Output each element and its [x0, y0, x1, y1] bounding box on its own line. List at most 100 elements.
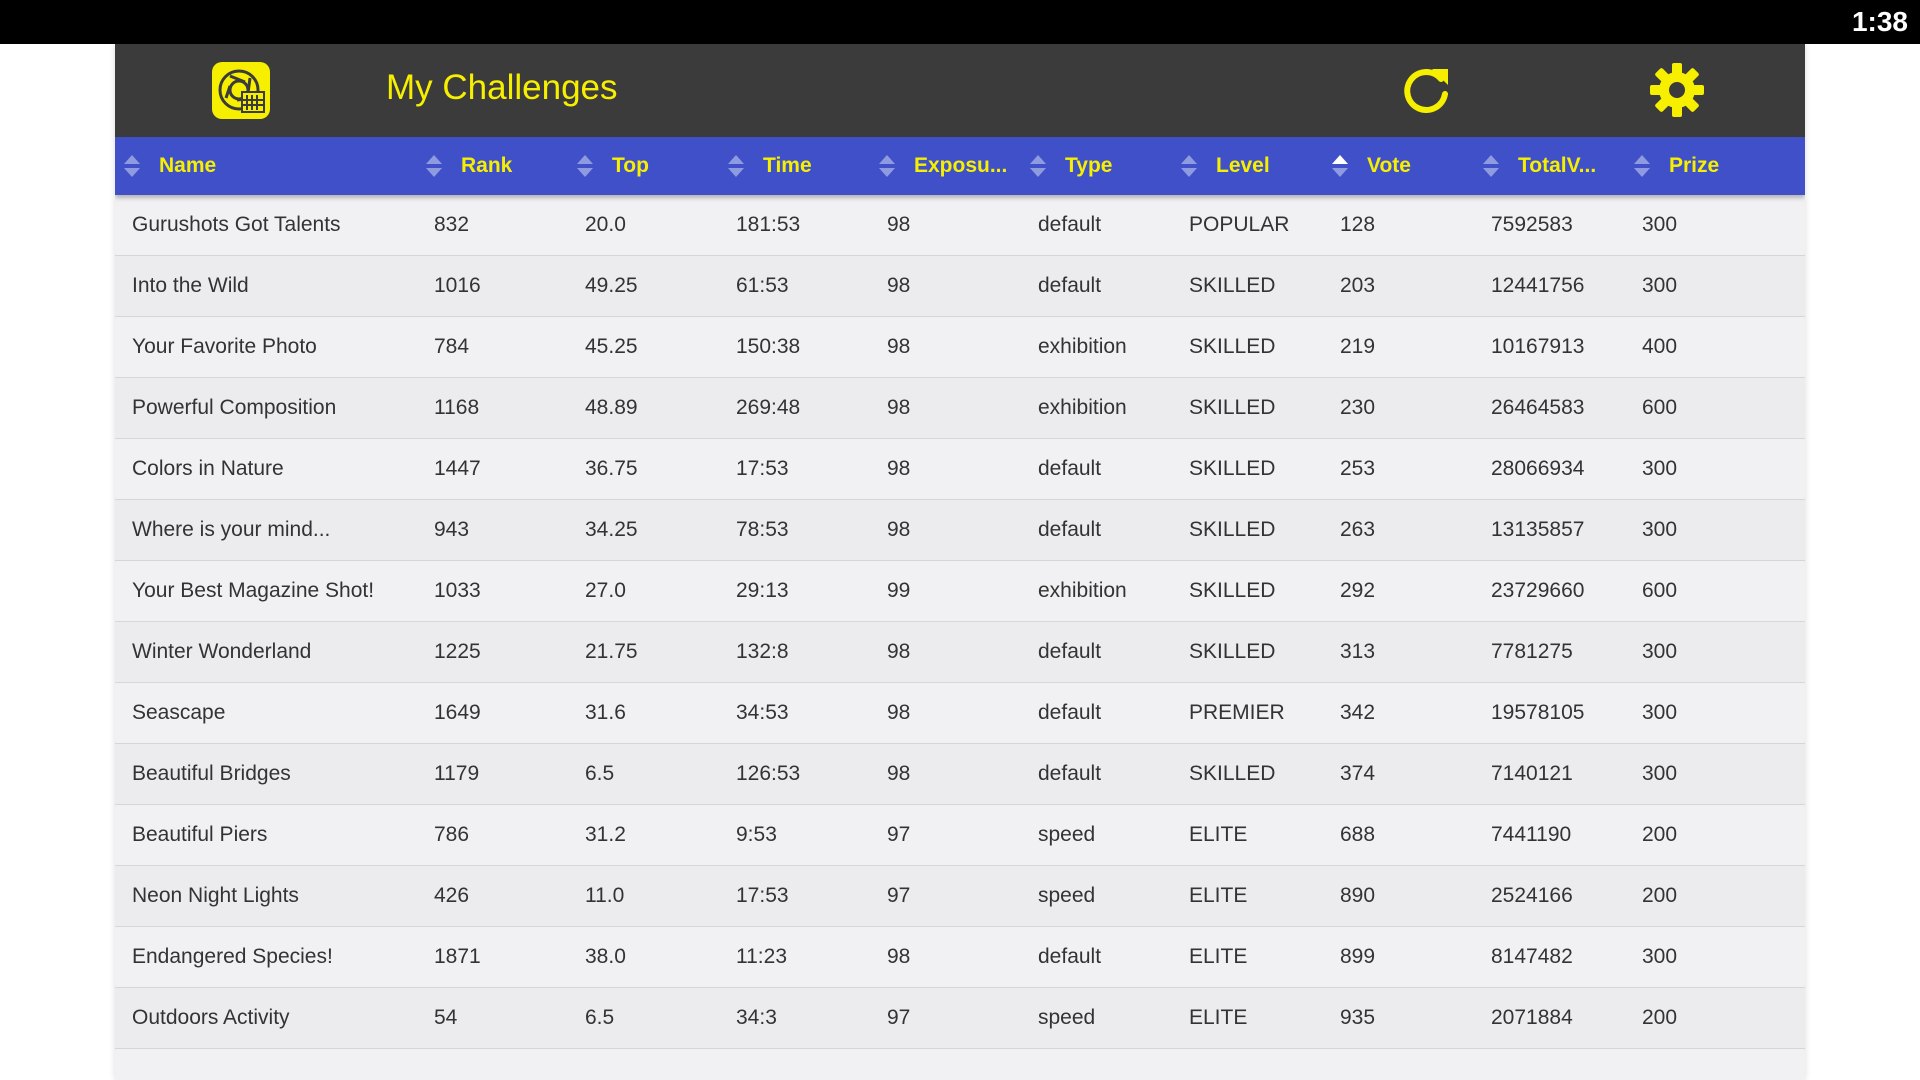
cell-exposure: 98 — [887, 701, 911, 724]
column-header-prize[interactable]: Prize — [1625, 137, 1776, 195]
cell-time: 61:53 — [736, 274, 789, 297]
cell-vote: 203 — [1340, 274, 1376, 297]
cell-rank: 1871 — [434, 945, 481, 968]
sort-arrows-icon — [576, 154, 594, 178]
cell-time: 29:13 — [736, 579, 789, 602]
sort-arrows-icon — [1029, 154, 1047, 178]
table-row[interactable]: Beautiful Bridges 1179 6.5 126:53 98 default S… — [115, 744, 1805, 805]
cell-total-votes: 2071884 — [1491, 1006, 1573, 1029]
cell-top: 31.6 — [585, 701, 626, 724]
table-row[interactable]: Winter Wonderland 1225 21.75 132:8 98 default… — [115, 622, 1805, 683]
table-row[interactable]: Beautiful Piers 786 31.2 9:53 97 speed ELITE 68… — [115, 805, 1805, 866]
cell-rank: 943 — [434, 518, 470, 541]
table-row[interactable]: Gurushots Got Talents 832 20.0 181:53 98 defa… — [115, 195, 1805, 256]
cell-exposure: 98 — [887, 518, 911, 541]
column-header-top[interactable]: Top — [568, 137, 719, 195]
column-header-label: Exposu... — [914, 154, 1008, 177]
table-row[interactable]: Neon Night Lights 426 11.0 17:53 97 speed ELIT… — [115, 866, 1805, 927]
table-row[interactable]: Your Favorite Photo 784 45.25 150:38 98 exhib… — [115, 317, 1805, 378]
column-header-time[interactable]: Time — [719, 137, 870, 195]
cell-prize: 200 — [1642, 884, 1678, 907]
column-header-rank[interactable]: Rank — [417, 137, 568, 195]
cell-vote: 890 — [1340, 884, 1376, 907]
gear-icon[interactable] — [1649, 62, 1705, 118]
column-header-type[interactable]: Type — [1021, 137, 1172, 195]
cell-vote: 342 — [1340, 701, 1376, 724]
table-row[interactable]: Seascape 1649 31.6 34:53 98 default PREMIER 342… — [115, 683, 1805, 744]
cell-exposure: 98 — [887, 335, 911, 358]
cell-total-votes: 7781275 — [1491, 640, 1573, 663]
cell-time: 11:23 — [736, 945, 787, 968]
cell-name: Neon Night Lights — [132, 884, 299, 907]
cell-prize: 300 — [1642, 274, 1678, 297]
cell-exposure: 98 — [887, 762, 911, 785]
refresh-icon[interactable] — [1401, 64, 1453, 116]
cell-name: Where is your mind... — [132, 518, 331, 541]
table-row[interactable]: Powerful Composition 1168 48.89 269:48 98 exh… — [115, 378, 1805, 439]
cell-level: ELITE — [1189, 884, 1248, 907]
cell-time: 150:38 — [736, 335, 801, 358]
cell-type: default — [1038, 518, 1102, 541]
cell-vote: 230 — [1340, 396, 1376, 419]
column-header-label: Type — [1065, 154, 1113, 177]
table-row[interactable]: Into the Wild 1016 49.25 61:53 98 default SKIL… — [115, 256, 1805, 317]
column-header-level[interactable]: Level — [1172, 137, 1323, 195]
cell-exposure: 98 — [887, 396, 911, 419]
cell-name: Winter Wonderland — [132, 640, 312, 663]
cell-total-votes: 7592583 — [1491, 213, 1573, 236]
cell-total-votes: 7140121 — [1491, 762, 1573, 785]
cell-prize: 300 — [1642, 762, 1678, 785]
cell-top: 6.5 — [585, 762, 615, 785]
cell-top: 27.0 — [585, 579, 626, 602]
table-row[interactable]: Colors in Nature 1447 36.75 17:53 98 default S… — [115, 439, 1805, 500]
cell-type: speed — [1038, 884, 1096, 907]
cell-rank: 1179 — [434, 762, 480, 785]
cell-total-votes: 10167913 — [1491, 335, 1585, 358]
cell-total-votes: 28066934 — [1491, 457, 1585, 480]
cell-level: POPULAR — [1189, 213, 1290, 236]
cell-total-votes: 8147482 — [1491, 945, 1573, 968]
table-row[interactable]: Outdoors Activity 54 6.5 34:3 97 speed ELITE 93… — [115, 988, 1805, 1049]
cell-vote: 899 — [1340, 945, 1376, 968]
sort-arrows-icon — [123, 154, 141, 178]
table-header: Name Rank Top Time Exposu... Type Level — [115, 137, 1805, 195]
cell-prize: 300 — [1642, 945, 1678, 968]
app-bar: My Challenges — [115, 44, 1805, 137]
cell-exposure: 98 — [887, 457, 911, 480]
column-header-total-votes[interactable]: TotalV... — [1474, 137, 1625, 195]
cell-name: Outdoors Activity — [132, 1006, 290, 1029]
cell-rank: 786 — [434, 823, 470, 846]
table-row[interactable]: Where is your mind... 943 34.25 78:53 98 defa… — [115, 500, 1805, 561]
column-header-name[interactable]: Name — [115, 137, 417, 195]
cell-type: speed — [1038, 1006, 1096, 1029]
cell-level: SKILLED — [1189, 274, 1276, 297]
cell-time: 269:48 — [736, 396, 801, 419]
cell-total-votes: 26464583 — [1491, 396, 1585, 419]
table-row[interactable]: Endangered Species! 1871 38.0 11:23 98 defaul… — [115, 927, 1805, 988]
cell-prize: 300 — [1642, 213, 1678, 236]
cell-top: 21.75 — [585, 640, 638, 663]
cell-name: Beautiful Bridges — [132, 762, 291, 785]
column-header-vote[interactable]: Vote — [1323, 137, 1474, 195]
cell-prize: 200 — [1642, 823, 1678, 846]
table-row[interactable]: Your Best Magazine Shot! 1033 27.0 29:13 99 e… — [115, 561, 1805, 622]
cell-level: SKILLED — [1189, 518, 1276, 541]
cell-exposure: 97 — [887, 823, 911, 846]
cell-type: default — [1038, 701, 1102, 724]
column-header-label: Rank — [461, 154, 513, 177]
cell-rank: 1168 — [434, 396, 480, 419]
column-header-exposure[interactable]: Exposu... — [870, 137, 1021, 195]
cell-time: 17:53 — [736, 884, 789, 907]
cell-vote: 374 — [1340, 762, 1376, 785]
cell-type: speed — [1038, 823, 1096, 846]
camera-aperture-logo-icon[interactable] — [212, 62, 270, 119]
cell-name: Seascape — [132, 701, 226, 724]
cell-name: Colors in Nature — [132, 457, 284, 480]
cell-exposure: 98 — [887, 945, 911, 968]
cell-vote: 292 — [1340, 579, 1376, 602]
cell-prize: 300 — [1642, 457, 1678, 480]
cell-prize: 300 — [1642, 640, 1678, 663]
cell-rank: 426 — [434, 884, 470, 907]
challenges-panel: My Challenges — [115, 44, 1805, 1080]
column-header-label: Level — [1216, 154, 1270, 177]
